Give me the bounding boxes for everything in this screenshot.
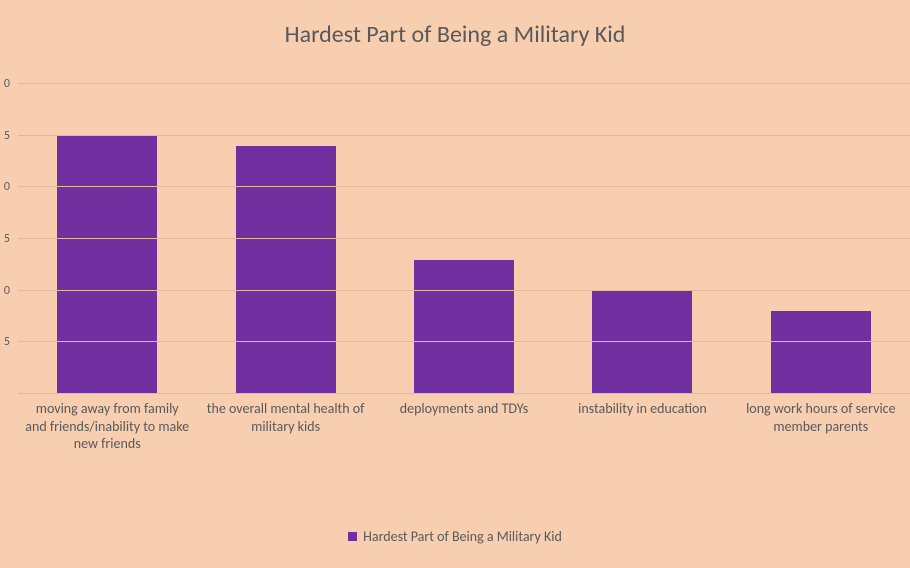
chart-title: Hardest Part of Being a Military Kid [0, 20, 910, 49]
plot-area: 505050 [18, 84, 910, 394]
bar [57, 136, 157, 394]
x-axis-label: long work hours of service member parent… [732, 394, 910, 514]
gridline [18, 238, 910, 239]
gridline [18, 341, 910, 342]
bar [236, 146, 336, 394]
bar-slot [553, 84, 731, 394]
legend-marker-icon [348, 532, 357, 541]
x-axis-labels: moving away from family and friends/inab… [18, 394, 910, 514]
gridline [18, 290, 910, 291]
bar-chart: Hardest Part of Being a Military Kid 505… [0, 0, 910, 568]
y-tick-label: 0 [4, 284, 18, 298]
x-axis-label: deployments and TDYs [375, 394, 553, 514]
x-axis-label: instability in education [553, 394, 731, 514]
bar-slot [18, 84, 196, 394]
bar [414, 260, 514, 394]
gridline [18, 186, 910, 187]
legend-label: Hardest Part of Being a Military Kid [363, 528, 562, 545]
y-tick-label: 5 [4, 129, 18, 143]
gridline [18, 135, 910, 136]
bars-group [18, 84, 910, 394]
gridline [18, 83, 910, 84]
y-tick-label: 5 [4, 232, 18, 246]
legend: Hardest Part of Being a Military Kid [0, 528, 910, 545]
bar [771, 311, 871, 394]
y-tick-label: 5 [4, 335, 18, 349]
y-tick-label: 0 [4, 77, 18, 91]
y-tick-label: 0 [4, 180, 18, 194]
bar-slot [732, 84, 910, 394]
bar-slot [375, 84, 553, 394]
x-axis-label: the overall mental health of military ki… [196, 394, 374, 514]
x-axis-label: moving away from family and friends/inab… [18, 394, 196, 514]
bar-slot [196, 84, 374, 394]
